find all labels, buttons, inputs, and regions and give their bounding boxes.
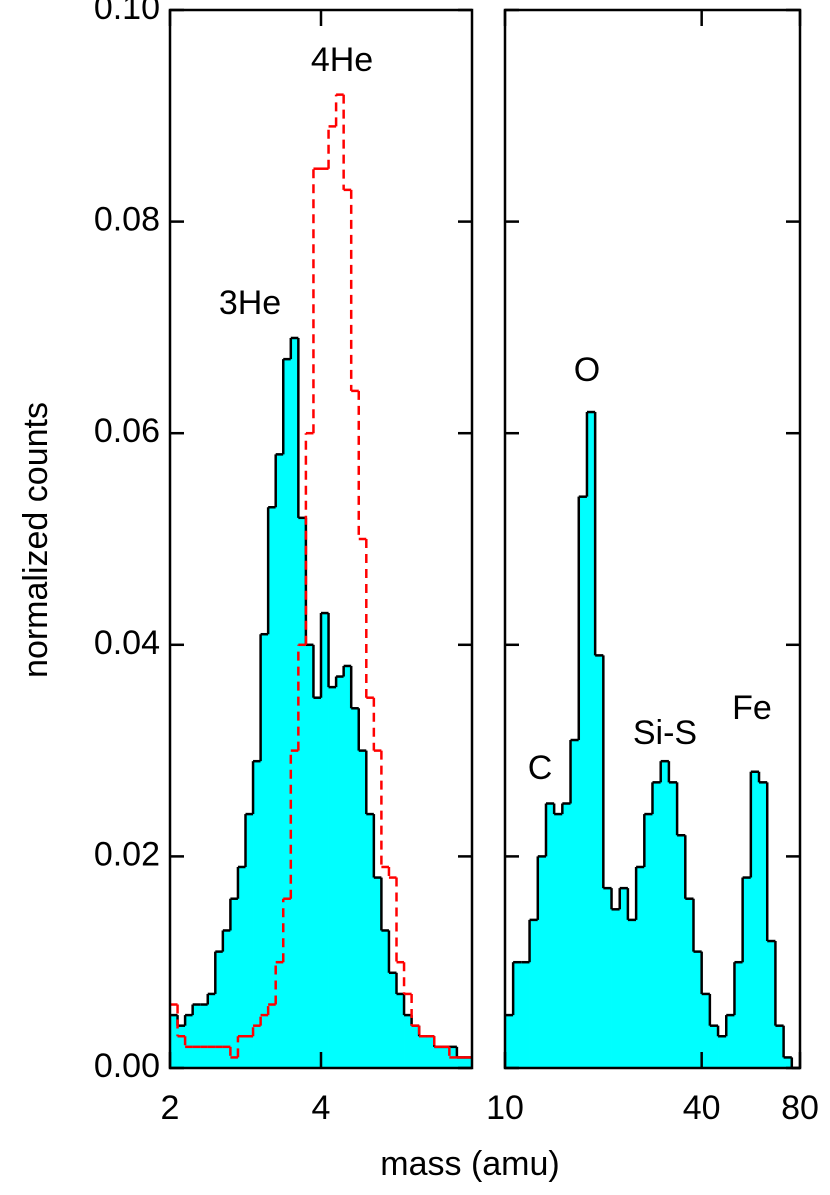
- histogram-bar: [570, 740, 580, 1068]
- histogram-bar: [611, 909, 621, 1068]
- histogram-bar: [718, 1036, 727, 1068]
- histogram-bar: [358, 750, 367, 1068]
- histogram-bar: [260, 634, 269, 1068]
- histogram-bar: [775, 1025, 785, 1068]
- y-axis-label: normalized counts: [17, 402, 55, 678]
- histogram-bar: [513, 962, 522, 1068]
- histogram-bar: [652, 782, 662, 1068]
- histogram-bar: [677, 835, 686, 1068]
- x-tick-label: 10: [486, 1089, 524, 1127]
- histogram-bar: [783, 1057, 793, 1068]
- histogram-bar: [366, 814, 375, 1068]
- histogram-bar: [595, 655, 604, 1068]
- histogram-bar: [388, 972, 397, 1068]
- peak-label: 4He: [311, 41, 373, 79]
- histogram-bar: [537, 856, 547, 1068]
- histogram-bar: [660, 761, 670, 1068]
- peak-label: Fe: [732, 689, 772, 727]
- histogram-bar: [685, 898, 694, 1068]
- histogram-bar: [185, 1015, 194, 1068]
- histogram-bar: [328, 687, 337, 1068]
- x-tick-label: 4: [312, 1089, 331, 1127]
- histogram-bar: [456, 1057, 465, 1068]
- y-tick-label: 0.06: [94, 412, 160, 450]
- histogram-bar: [253, 761, 261, 1068]
- histogram-bar: [419, 1036, 428, 1068]
- peak-label: 3He: [219, 284, 281, 322]
- histogram-bar: [381, 930, 390, 1068]
- y-tick-label: 0.08: [94, 201, 160, 239]
- histogram-bar: [644, 814, 653, 1068]
- histogram-bar: [562, 803, 571, 1068]
- histogram-bar: [283, 359, 292, 1068]
- histogram-bar: [230, 898, 239, 1068]
- histogram-bar: [404, 1015, 412, 1068]
- histogram-bar: [767, 941, 776, 1068]
- peak-label: Si-S: [633, 714, 697, 752]
- histogram-bar: [586, 412, 596, 1068]
- histogram-bar: [237, 866, 246, 1068]
- histogram-bar: [521, 962, 530, 1068]
- histogram-bar: [627, 919, 637, 1068]
- histogram-bar: [245, 814, 254, 1068]
- y-tick-label: 0.04: [94, 624, 160, 662]
- peak-label: O: [574, 351, 600, 389]
- histogram-bar: [313, 697, 322, 1068]
- histogram-bar: [321, 613, 329, 1068]
- histogram-bar: [343, 665, 352, 1068]
- histogram-bar: [336, 676, 345, 1068]
- histogram-bar: [636, 866, 645, 1068]
- histogram-bar: [554, 814, 563, 1068]
- histogram-bar: [726, 1015, 735, 1068]
- histogram-bar: [505, 1015, 514, 1068]
- x-tick-label: 2: [161, 1089, 180, 1127]
- y-tick-label: 0.00: [94, 1047, 160, 1085]
- histogram-bar: [411, 1025, 420, 1068]
- histogram-bar: [529, 919, 539, 1068]
- histogram-bar: [275, 454, 284, 1068]
- histogram-bar: [222, 930, 231, 1068]
- x-axis-label: mass (amu): [380, 1145, 559, 1183]
- histogram-bar: [603, 888, 612, 1068]
- y-tick-label: 0.02: [94, 835, 160, 873]
- histogram-bar: [545, 803, 555, 1068]
- histogram-bar: [170, 1015, 178, 1068]
- histogram-bar: [750, 771, 760, 1068]
- histogram-bar: [668, 782, 678, 1068]
- histogram-bar: [192, 1004, 201, 1068]
- histogram-bar: [464, 1057, 473, 1068]
- histogram-bar: [693, 951, 703, 1068]
- plot-frame: [503, 8, 802, 1070]
- histogram-bar: [578, 496, 588, 1068]
- x-tick-label: 80: [781, 1089, 819, 1127]
- histogram-bar: [305, 644, 314, 1068]
- histogram-bar: [434, 1046, 443, 1068]
- histogram-bar: [290, 337, 299, 1069]
- histogram-bar: [298, 517, 307, 1068]
- histogram-bar: [373, 877, 382, 1068]
- histogram-bar: [426, 1036, 435, 1068]
- histogram-bar: [734, 962, 744, 1068]
- histogram-bar: [200, 1004, 209, 1068]
- histogram-bar: [215, 951, 224, 1068]
- histogram-bar: [619, 888, 629, 1068]
- peak-label: C: [528, 749, 553, 787]
- histogram-bar: [351, 708, 360, 1068]
- histogram-bar: [268, 507, 277, 1068]
- x-tick-label: 40: [683, 1089, 721, 1127]
- histogram-bar: [441, 1046, 450, 1068]
- histogram-bar: [759, 782, 768, 1068]
- histogram-bar: [207, 993, 216, 1068]
- histogram-bar: [396, 993, 405, 1068]
- y-tick-label: 0.10: [94, 0, 160, 27]
- histogram-bar: [177, 1025, 186, 1068]
- histogram-bar: [709, 1025, 719, 1068]
- histogram-bar: [742, 877, 752, 1068]
- histogram-bar: [701, 993, 711, 1068]
